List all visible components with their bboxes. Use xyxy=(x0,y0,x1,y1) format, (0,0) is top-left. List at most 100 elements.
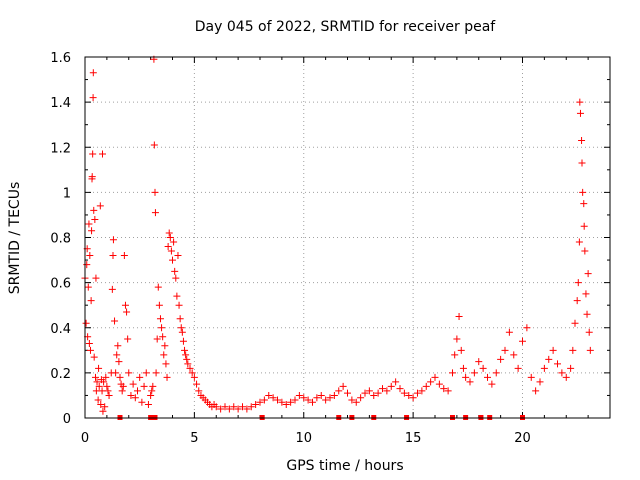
data-point xyxy=(365,387,373,395)
data-point xyxy=(179,337,187,345)
data-point xyxy=(167,247,175,255)
data-point xyxy=(583,310,591,318)
data-point xyxy=(87,297,95,305)
data-point xyxy=(190,373,198,381)
data-point xyxy=(97,400,105,408)
data-point xyxy=(344,389,351,397)
data-point xyxy=(265,391,273,399)
x-tick-labels: 0 5 10 15 20 xyxy=(81,431,531,446)
data-point xyxy=(109,252,117,260)
data-point xyxy=(99,150,106,158)
data-point xyxy=(274,396,281,404)
data-point xyxy=(427,378,435,386)
data-point xyxy=(549,346,557,354)
data-point xyxy=(184,360,192,368)
data-point xyxy=(173,292,181,300)
data-point xyxy=(121,301,129,309)
data-point xyxy=(89,94,97,102)
data-point xyxy=(129,380,137,388)
data-point xyxy=(479,364,487,372)
data-point xyxy=(278,398,286,406)
data-point xyxy=(159,333,167,341)
data-point xyxy=(580,200,588,208)
data-point xyxy=(147,391,155,399)
data-point xyxy=(151,209,159,217)
data-point xyxy=(357,394,365,402)
data-point xyxy=(221,403,229,411)
data-point xyxy=(330,391,338,399)
data-point xyxy=(112,369,120,377)
data-point xyxy=(256,398,264,406)
data-point xyxy=(178,328,186,336)
x-axis-label: GPS time / hours xyxy=(286,458,403,474)
data-point xyxy=(579,188,587,196)
data-point xyxy=(466,378,474,386)
data-point xyxy=(322,396,330,404)
data-point xyxy=(519,337,526,345)
data-point xyxy=(183,355,191,363)
data-point xyxy=(119,382,127,390)
data-point xyxy=(295,391,303,399)
data-point xyxy=(422,382,430,390)
data-point xyxy=(125,369,133,377)
data-point xyxy=(282,400,290,408)
data-point xyxy=(247,403,255,411)
data-point xyxy=(84,283,92,291)
data-point xyxy=(124,335,132,343)
y-tick-label: 1 xyxy=(63,186,71,201)
y-axis-label: SRMTID / TECUs xyxy=(7,182,23,295)
data-point xyxy=(88,227,96,235)
x-tick-label: 0 xyxy=(81,431,89,446)
y-tick-label: 0.8 xyxy=(50,232,71,247)
data-point xyxy=(153,335,161,343)
data-point xyxy=(451,351,459,359)
data-point xyxy=(418,387,426,395)
data-point xyxy=(392,378,400,386)
data-point xyxy=(114,342,122,350)
data-point xyxy=(174,252,182,260)
data-point xyxy=(243,405,251,413)
data-point xyxy=(94,396,102,404)
data-point xyxy=(584,270,592,278)
data-point xyxy=(435,380,443,388)
data-point xyxy=(578,136,586,144)
data-point xyxy=(175,301,183,309)
data-point xyxy=(99,407,107,415)
plot-frame xyxy=(84,56,611,419)
data-point xyxy=(193,380,201,388)
data-point xyxy=(574,279,582,287)
data-point xyxy=(217,405,225,413)
data-point xyxy=(92,373,99,381)
data-point xyxy=(148,387,156,395)
data-point xyxy=(582,290,590,298)
x-tick-label: 5 xyxy=(190,431,198,446)
data-point xyxy=(113,351,121,359)
data-point xyxy=(149,382,157,390)
data-point xyxy=(138,398,146,406)
data-point xyxy=(269,394,277,402)
data-point xyxy=(92,274,100,282)
data-point xyxy=(127,391,135,399)
data-point xyxy=(93,378,101,386)
chart-title: Day 045 of 2022, SRMTID for receiver pea… xyxy=(195,19,496,35)
x-tick-label: 15 xyxy=(405,431,422,446)
data-point xyxy=(287,398,295,406)
data-point xyxy=(195,387,203,395)
data-point xyxy=(152,369,160,377)
data-point xyxy=(95,364,103,372)
data-point xyxy=(554,360,561,368)
data-point xyxy=(317,391,325,399)
data-point xyxy=(291,396,299,404)
data-point xyxy=(160,351,168,359)
data-point xyxy=(455,312,463,320)
data-point xyxy=(151,188,159,196)
data-point xyxy=(109,236,117,244)
data-point xyxy=(492,369,500,377)
data-point xyxy=(540,364,548,372)
data-point xyxy=(326,394,334,402)
data-point xyxy=(170,238,178,246)
data-point xyxy=(370,391,378,399)
data-point xyxy=(379,385,386,393)
